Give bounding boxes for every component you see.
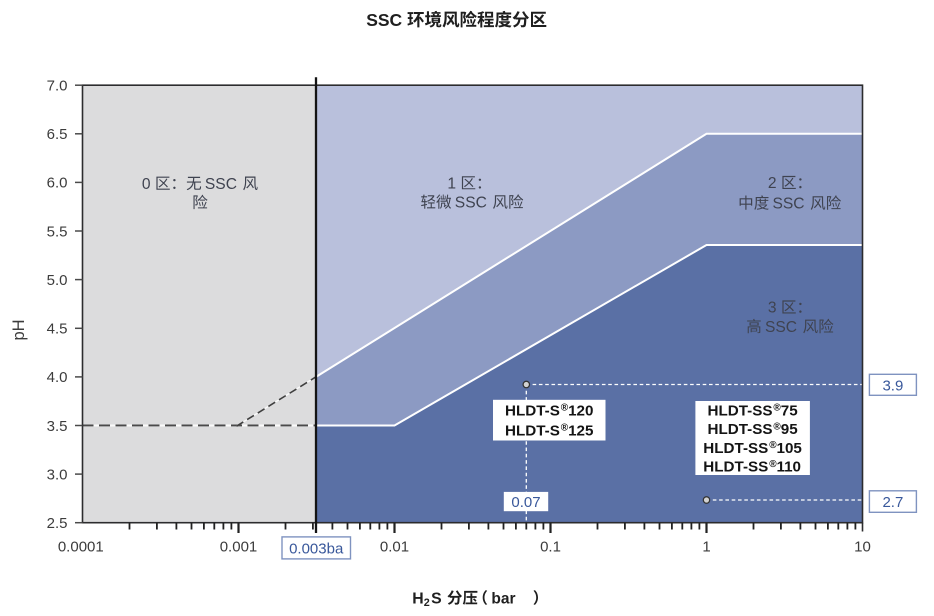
svg-text:H: H <box>412 590 423 607</box>
svg-text:5.0: 5.0 <box>47 272 68 289</box>
svg-text:4.0: 4.0 <box>47 369 68 386</box>
svg-text:®: ® <box>561 423 569 434</box>
svg-text:6.0: 6.0 <box>47 175 68 192</box>
svg-text:120: 120 <box>568 402 593 419</box>
svg-text:HLDT-SS: HLDT-SS <box>708 403 773 420</box>
svg-text:95: 95 <box>781 421 798 438</box>
svg-text:0.1: 0.1 <box>540 539 561 556</box>
svg-text:bar: bar <box>491 590 515 607</box>
svg-text:SSC: SSC <box>455 195 487 212</box>
svg-text:®: ® <box>773 421 781 432</box>
svg-text:4.5: 4.5 <box>47 321 68 338</box>
svg-text:2.7: 2.7 <box>882 494 903 511</box>
svg-text:5.5: 5.5 <box>47 223 68 240</box>
svg-text:3.5: 3.5 <box>47 418 68 435</box>
svg-text:7.0: 7.0 <box>47 78 68 95</box>
svg-text:2.5: 2.5 <box>47 515 68 532</box>
svg-text:6.5: 6.5 <box>47 126 68 143</box>
svg-text:2: 2 <box>768 175 777 192</box>
svg-text:105: 105 <box>777 440 803 457</box>
svg-text:2: 2 <box>424 597 430 609</box>
svg-text:0.001: 0.001 <box>220 539 258 556</box>
svg-text:pH: pH <box>10 319 28 340</box>
svg-text:0.0001: 0.0001 <box>58 539 104 556</box>
svg-text:0.01: 0.01 <box>380 539 409 556</box>
svg-text:0: 0 <box>142 176 151 193</box>
svg-text:10: 10 <box>854 539 871 556</box>
svg-text:SSC: SSC <box>773 196 805 213</box>
svg-text:0.07: 0.07 <box>511 494 540 511</box>
svg-text:1: 1 <box>702 539 710 556</box>
svg-text:3.9: 3.9 <box>882 377 903 394</box>
svg-text:HLDT-SS: HLDT-SS <box>703 459 768 476</box>
svg-text:75: 75 <box>781 403 798 420</box>
svg-text:HLDT-S: HLDT-S <box>505 402 560 419</box>
svg-text:S: S <box>431 590 442 607</box>
svg-text:SSC: SSC <box>366 10 402 30</box>
svg-text:HLDT-S: HLDT-S <box>505 422 560 439</box>
svg-text:HLDT-SS: HLDT-SS <box>708 421 773 438</box>
svg-text:®: ® <box>769 459 777 470</box>
svg-text:3: 3 <box>768 300 777 317</box>
svg-text:1: 1 <box>447 176 456 193</box>
svg-text:110: 110 <box>777 459 802 476</box>
svg-text:3.0: 3.0 <box>47 466 68 483</box>
svg-text:125: 125 <box>568 422 594 439</box>
svg-text:®: ® <box>769 440 777 451</box>
svg-text:HLDT-SS: HLDT-SS <box>703 440 768 457</box>
svg-text:®: ® <box>561 403 569 414</box>
svg-text:SSC: SSC <box>205 176 237 193</box>
svg-text:0.003ba: 0.003ba <box>289 541 344 558</box>
svg-text:®: ® <box>773 403 781 414</box>
svg-text:SSC: SSC <box>765 319 797 336</box>
